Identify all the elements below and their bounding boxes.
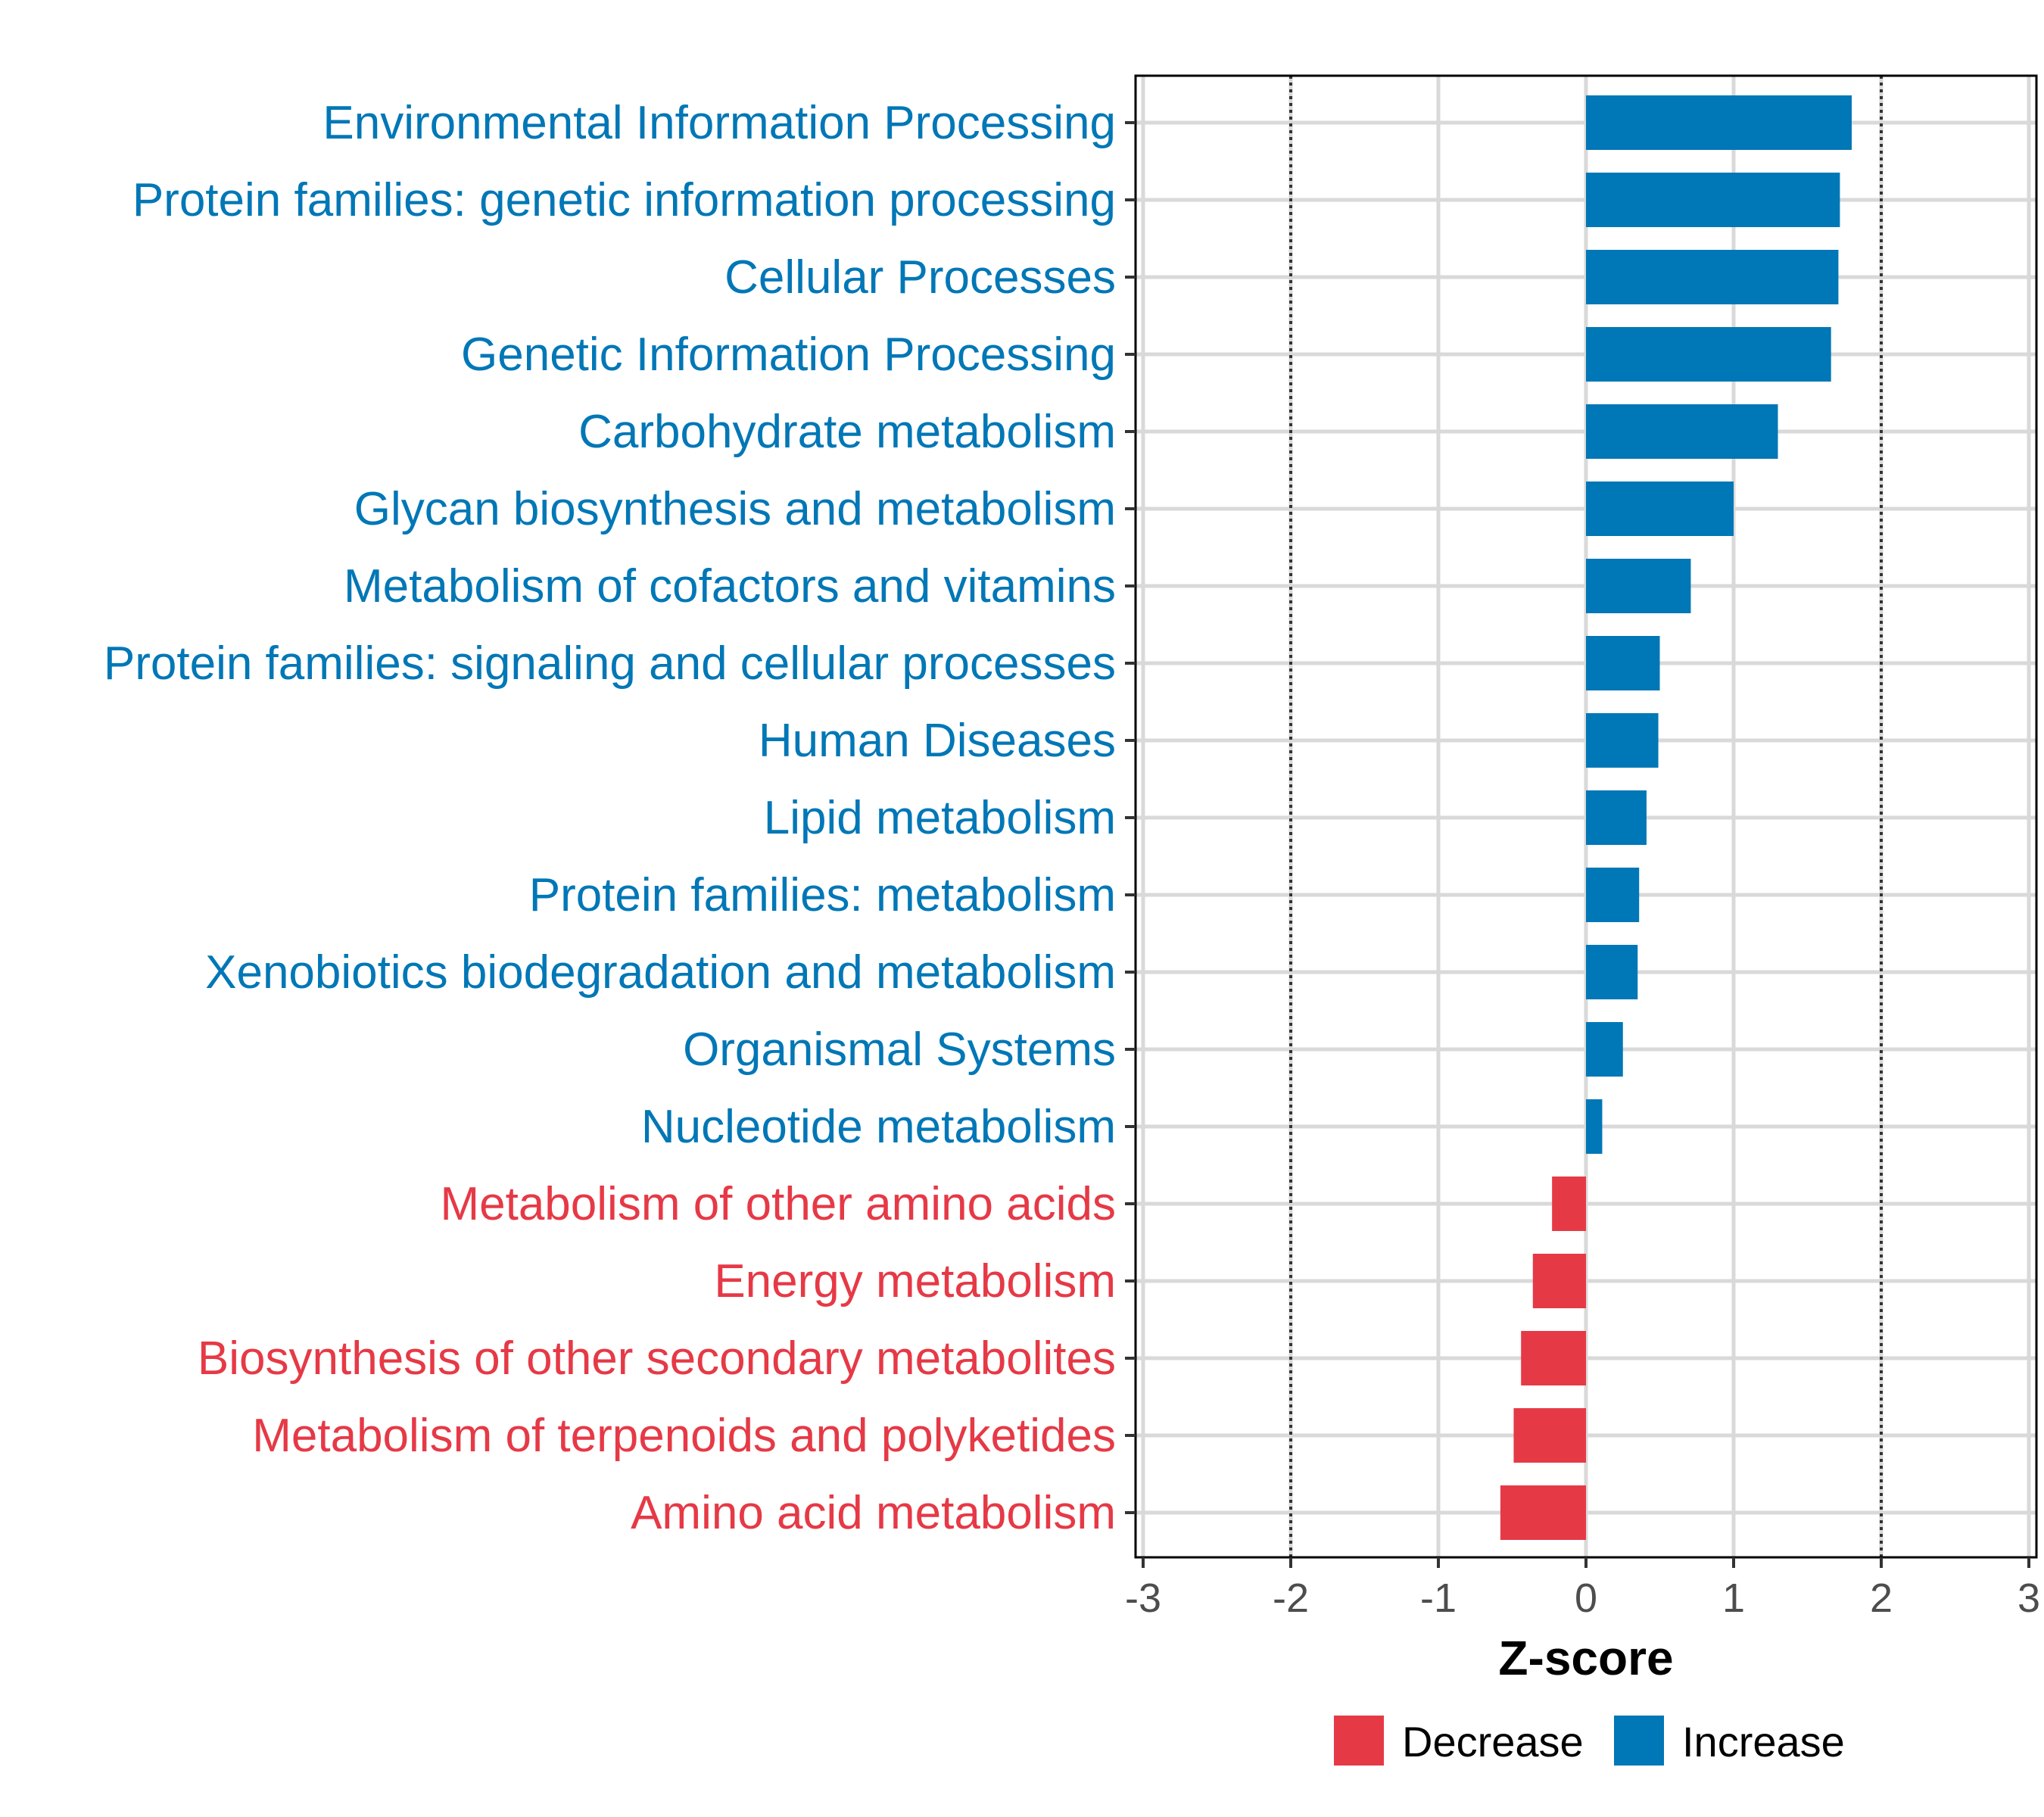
category-label: Metabolism of other amino acids (440, 1178, 1116, 1230)
category-label: Human Diseases (759, 715, 1116, 767)
bar (1500, 1485, 1586, 1540)
bar (1586, 636, 1660, 690)
category-label: Protein families: metabolism (529, 869, 1116, 921)
category-label: Biosynthesis of other secondary metaboli… (198, 1332, 1116, 1385)
legend-swatch (1334, 1716, 1384, 1766)
category-label: Metabolism of cofactors and vitamins (344, 560, 1116, 612)
bar (1586, 790, 1647, 845)
category-label: Xenobiotics biodegradation and metabolis… (205, 946, 1116, 999)
bar (1586, 1099, 1603, 1154)
category-label: Carbohydrate metabolism (578, 406, 1116, 458)
bars (1500, 95, 1852, 1540)
bar (1586, 404, 1778, 459)
x-tick-label: 3 (2018, 1575, 2040, 1621)
reference-lines (1289, 76, 1883, 1557)
category-label: Amino acid metabolism (631, 1487, 1116, 1539)
category-label: Cellular Processes (724, 251, 1116, 304)
category-label: Organismal Systems (683, 1024, 1116, 1076)
bar (1586, 95, 1852, 150)
x-axis-ticks: -3 -2 -1 0 1 2 3 (1125, 1557, 2040, 1621)
category-label: Energy metabolism (714, 1255, 1116, 1307)
bar (1586, 945, 1638, 999)
bar (1586, 559, 1691, 613)
category-label: Environmental Information Processing (322, 97, 1116, 149)
x-tick-label: -1 (1420, 1575, 1457, 1621)
legend: Decrease Increase (1334, 1716, 1845, 1766)
category-label: Glycan biosynthesis and metabolism (354, 483, 1116, 535)
bar (1586, 713, 1659, 768)
legend-swatch (1614, 1716, 1664, 1766)
category-label: Lipid metabolism (764, 792, 1116, 844)
x-tick-label: 1 (1722, 1575, 1745, 1621)
category-label: Nucleotide metabolism (641, 1101, 1116, 1153)
category-labels: Environmental Information Processing Prot… (104, 97, 1116, 1539)
x-tick-label: -2 (1273, 1575, 1309, 1621)
bar (1552, 1177, 1586, 1231)
category-label: Protein families: signaling and cellular… (104, 637, 1116, 690)
category-label: Genetic Information Processing (461, 329, 1116, 381)
bar (1586, 1022, 1623, 1077)
x-tick-label: 0 (1575, 1575, 1597, 1621)
legend-label: Increase (1682, 1718, 1845, 1766)
category-label: Protein families: genetic information pr… (132, 174, 1116, 226)
category-label: Metabolism of terpenoids and polyketides (252, 1410, 1116, 1462)
bar (1532, 1254, 1586, 1308)
legend-label: Decrease (1402, 1718, 1584, 1766)
x-axis-title: Z-score (1498, 1631, 1673, 1685)
x-tick-label: -3 (1125, 1575, 1161, 1621)
bar (1513, 1408, 1586, 1463)
bar (1586, 173, 1840, 227)
bar (1521, 1331, 1586, 1385)
bar (1586, 327, 1831, 382)
x-tick-label: 2 (1870, 1575, 1893, 1621)
y-axis-ticks (1125, 121, 1136, 1514)
bar (1586, 250, 1839, 304)
bar (1586, 868, 1640, 922)
bar (1586, 482, 1734, 536)
